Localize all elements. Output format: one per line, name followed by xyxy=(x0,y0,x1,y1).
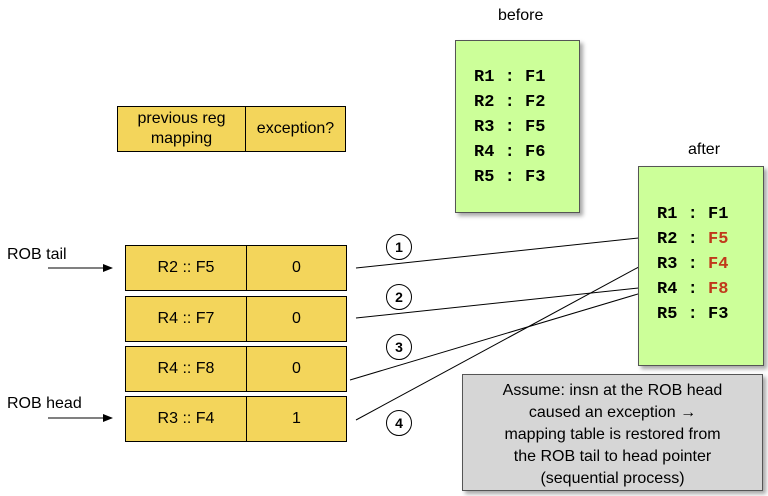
phys-reg: F5 xyxy=(525,118,546,137)
before-mapping-table: R1 : F1 R2 : F2 R3 : F5 R4 : F6 R5 : F3 xyxy=(455,40,580,213)
phys-reg: F6 xyxy=(525,143,546,162)
reg-name: R1 xyxy=(657,205,678,224)
phys-reg: F3 xyxy=(525,168,546,187)
phys-reg-restored: F8 xyxy=(708,280,729,299)
note-line: mapping table is restored from xyxy=(504,426,721,443)
reg-name: R1 xyxy=(474,68,495,87)
phys-reg: F1 xyxy=(708,205,729,224)
before-row: R5 : F3 xyxy=(474,168,545,187)
reg-name: R3 xyxy=(657,255,678,274)
before-row: R1 : F1 xyxy=(474,68,545,87)
separator: : xyxy=(687,205,698,224)
phys-reg-restored: F5 xyxy=(708,230,729,249)
reg-name: R2 xyxy=(474,93,495,112)
note-line: Assume: insn at the ROB head xyxy=(502,382,723,399)
reg-name: R2 xyxy=(657,230,678,249)
phys-reg: F1 xyxy=(525,68,546,87)
before-row: R4 : F6 xyxy=(474,143,545,162)
reg-name: R3 xyxy=(474,118,495,137)
after-row: R5 : F3 xyxy=(657,305,728,324)
separator: : xyxy=(504,143,515,162)
after-label: after xyxy=(688,141,721,158)
rob-entry-exception: 1 xyxy=(246,396,347,442)
after-row: R4 : F8 xyxy=(657,280,728,299)
before-label: before xyxy=(498,7,544,24)
separator: : xyxy=(504,168,515,187)
phys-reg: F2 xyxy=(525,93,546,112)
reg-name: R4 xyxy=(657,280,678,299)
reg-name: R5 xyxy=(657,305,678,324)
phys-reg: F3 xyxy=(708,305,729,324)
before-row: R3 : F5 xyxy=(474,118,545,137)
explanation-note: Assume: insn at the ROB head caused an e… xyxy=(462,374,763,491)
step-3-marker: 3 xyxy=(386,334,412,360)
rob-entry-exception: 0 xyxy=(246,296,347,342)
header-previous-mapping-text: previous reg mapping xyxy=(137,110,226,147)
header-previous-mapping: previous reg mapping xyxy=(117,106,246,152)
header-exception: exception? xyxy=(245,106,346,152)
after-row: R3 : F4 xyxy=(657,255,728,274)
rob-entry-mapping: R4 :: F7 xyxy=(125,296,247,342)
header-exception-text: exception? xyxy=(256,120,335,137)
restore-arrow-2 xyxy=(355,283,649,319)
step-1-marker: 1 xyxy=(386,234,412,260)
after-row: R1 : F1 xyxy=(657,205,728,224)
rob-entry-mapping: R3 :: F4 xyxy=(125,396,247,442)
reg-name: R4 xyxy=(474,143,495,162)
after-row: R2 : F5 xyxy=(657,230,728,249)
separator: : xyxy=(687,305,698,324)
rob-entry-mapping: R2 :: F5 xyxy=(125,245,247,291)
note-line: the ROB tail to head pointer xyxy=(513,448,712,465)
separator: : xyxy=(504,68,515,87)
before-row: R2 : F2 xyxy=(474,93,545,112)
restore-arrow-4 xyxy=(355,261,649,421)
reg-name: R5 xyxy=(474,168,495,187)
separator: : xyxy=(687,230,698,249)
separator: : xyxy=(504,93,515,112)
rob-entry-exception: 0 xyxy=(246,346,347,392)
rob-entry-exception: 0 xyxy=(246,245,347,291)
rob-head-label: ROB head xyxy=(7,395,82,412)
separator: : xyxy=(687,255,698,274)
phys-reg-restored: F4 xyxy=(708,255,729,274)
note-line: (sequential process) xyxy=(540,470,685,487)
step-4-marker: 4 xyxy=(386,410,412,436)
rob-tail-label: ROB tail xyxy=(7,246,67,263)
restore-arrow-3 xyxy=(349,289,649,381)
separator: : xyxy=(504,118,515,137)
restore-arrow-1 xyxy=(355,233,649,269)
separator: : xyxy=(687,280,698,299)
note-line: caused an exception → xyxy=(528,404,697,421)
after-mapping-table: R1 : F1 R2 : F5 R3 : F4 R4 : F8 R5 : F3 xyxy=(638,166,764,366)
step-2-marker: 2 xyxy=(386,284,412,310)
rob-entry-mapping: R4 :: F8 xyxy=(125,346,247,392)
